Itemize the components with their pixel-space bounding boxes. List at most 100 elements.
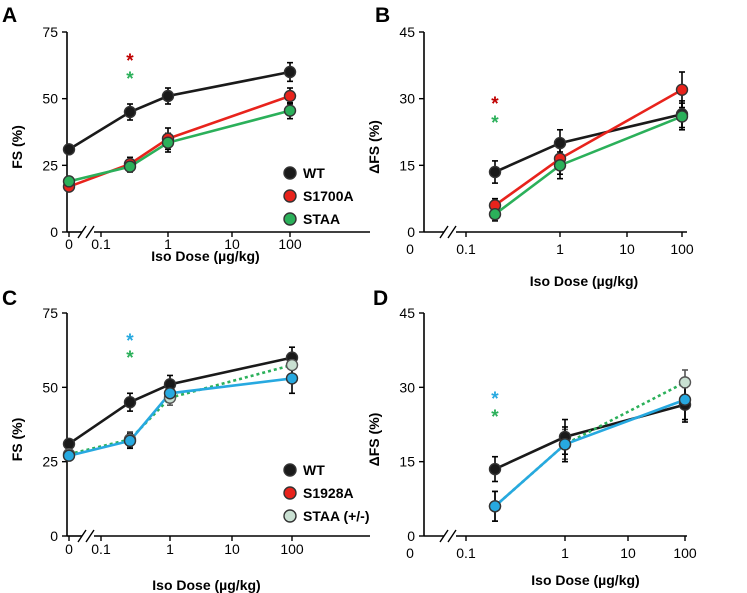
data-point-wt bbox=[283, 65, 297, 79]
data-point-wt bbox=[62, 437, 76, 451]
data-point-staa bbox=[488, 208, 502, 221]
data-point-wt bbox=[553, 136, 567, 150]
axis-break-mark bbox=[439, 225, 449, 239]
data-point-wt bbox=[123, 396, 137, 409]
data-point-staa bbox=[553, 159, 567, 172]
y-tick-label: 45 bbox=[399, 24, 415, 40]
axis-break-mark bbox=[447, 529, 457, 543]
series-line-wt bbox=[68, 356, 293, 445]
significance-marker: * bbox=[491, 389, 499, 410]
significance-marker: * bbox=[126, 51, 134, 72]
legend-marker bbox=[283, 486, 297, 500]
y-tick-label: 25 bbox=[42, 157, 58, 173]
y-tick-label: 75 bbox=[42, 305, 58, 321]
data-point-s1928a bbox=[678, 393, 692, 406]
x-tick-label: 100 bbox=[673, 545, 697, 561]
significance-marker: * bbox=[126, 348, 134, 369]
x-tick-label: 0.1 bbox=[456, 241, 476, 257]
y-tick-label: 15 bbox=[399, 454, 415, 470]
y-axis-title: FS (%) bbox=[9, 125, 25, 169]
x-tick-label: 0 bbox=[406, 241, 414, 257]
x-tick-label: 10 bbox=[619, 241, 635, 257]
series-line-s1928a bbox=[494, 398, 686, 508]
y-tick-label: 50 bbox=[42, 91, 58, 107]
data-point-staa bbox=[123, 160, 137, 173]
y-axis-title: FS (%) bbox=[9, 418, 25, 462]
significance-marker: * bbox=[126, 331, 134, 352]
legend-label: STAA (+/-) bbox=[303, 508, 370, 524]
y-axis-title: ΔFS (%) bbox=[366, 120, 382, 174]
panel-c: C 0 25 50 75 FS (%) 0 0.1 1 10 100 Iso Dose (µg/kg)… bbox=[2, 287, 370, 593]
data-point-wt bbox=[123, 105, 137, 119]
legend-marker bbox=[283, 509, 297, 523]
data-point-s1928a bbox=[285, 372, 299, 385]
x-axis-title: Iso Dose (µg/kg) bbox=[530, 273, 638, 289]
y-tick-label: 25 bbox=[42, 454, 58, 470]
x-tick-label: 1 bbox=[166, 541, 174, 557]
axis-break-mark bbox=[85, 225, 95, 239]
legend: WT S1700A STAA bbox=[283, 165, 354, 227]
y-tick-label: 30 bbox=[399, 91, 415, 107]
panel-letter: C bbox=[2, 287, 17, 310]
data-point-s1928a bbox=[488, 500, 502, 513]
x-tick-label: 1 bbox=[164, 236, 172, 252]
y-tick-label: 45 bbox=[399, 305, 415, 321]
legend-label: WT bbox=[303, 165, 325, 181]
data-point-s1928a bbox=[62, 449, 76, 462]
panel-letter: A bbox=[2, 4, 17, 27]
significance-marker: * bbox=[126, 69, 134, 90]
data-point-wt bbox=[488, 165, 502, 179]
data-point-staa bbox=[62, 175, 76, 188]
series-line-staa- bbox=[68, 363, 293, 456]
data-point-staa- bbox=[285, 358, 299, 372]
legend-label: WT bbox=[303, 462, 325, 478]
panel-letter: D bbox=[373, 287, 388, 310]
x-tick-label: 10 bbox=[620, 545, 636, 561]
x-tick-label: 100 bbox=[278, 236, 302, 252]
y-tick-label: 0 bbox=[407, 528, 415, 544]
axis-break-mark bbox=[85, 529, 95, 543]
data-point-wt bbox=[62, 143, 76, 156]
series-line-staa bbox=[494, 115, 683, 216]
significance-marker: * bbox=[491, 94, 499, 115]
y-tick-label: 50 bbox=[42, 379, 58, 395]
x-tick-label: 0.1 bbox=[91, 541, 111, 557]
data-point-s1700a bbox=[675, 83, 689, 96]
series-line-wt bbox=[68, 70, 291, 151]
x-tick-label: 10 bbox=[224, 236, 240, 252]
significance-marker: * bbox=[491, 113, 499, 134]
panel-d: D 0 15 30 45 ΔFS (%) 0 0.1 1 10 100 Iso Dose (µg/kg… bbox=[366, 287, 697, 588]
legend-marker bbox=[283, 189, 297, 203]
legend-marker bbox=[283, 212, 297, 226]
y-tick-label: 0 bbox=[407, 224, 415, 240]
legend-label: S1928A bbox=[303, 485, 354, 501]
series-line-staa bbox=[68, 109, 291, 183]
axis-break-mark bbox=[77, 529, 87, 543]
series-line-s1928a bbox=[68, 377, 293, 457]
axis-break-mark bbox=[447, 225, 457, 239]
axis-break-mark bbox=[77, 225, 87, 239]
legend: WT S1928A STAA (+/-) bbox=[283, 462, 370, 524]
data-point-staa bbox=[161, 136, 175, 149]
x-tick-label: 1 bbox=[556, 241, 564, 257]
panel-a: A 0 25 50 75 FS (%) 0 0.1 1 10 100 Iso Dose (µg/kg)… bbox=[2, 4, 370, 264]
x-axis-title: Iso Dose (µg/kg) bbox=[151, 248, 259, 264]
x-axis-title: Iso Dose (µg/kg) bbox=[152, 577, 260, 593]
data-point-s1700a bbox=[283, 89, 297, 103]
x-tick-label: 0.1 bbox=[91, 236, 111, 252]
data-point-s1928a bbox=[558, 438, 572, 451]
x-axis-title: Iso Dose (µg/kg) bbox=[531, 572, 639, 588]
series-line-s1700a bbox=[494, 88, 683, 207]
x-tick-label: 0 bbox=[406, 545, 414, 561]
data-point-wt bbox=[161, 89, 175, 103]
x-tick-label: 100 bbox=[670, 241, 694, 257]
data-point-staa bbox=[283, 104, 297, 117]
y-tick-label: 30 bbox=[399, 379, 415, 395]
y-tick-label: 0 bbox=[50, 224, 58, 240]
x-tick-label: 10 bbox=[224, 541, 240, 557]
significance-marker: * bbox=[491, 407, 499, 428]
panel-b: B 0 15 30 45 ΔFS (%) 0 0.1 1 10 100 Iso Dose (µg/kg… bbox=[366, 4, 694, 289]
legend-label: STAA bbox=[303, 211, 340, 227]
y-tick-label: 75 bbox=[42, 24, 58, 40]
